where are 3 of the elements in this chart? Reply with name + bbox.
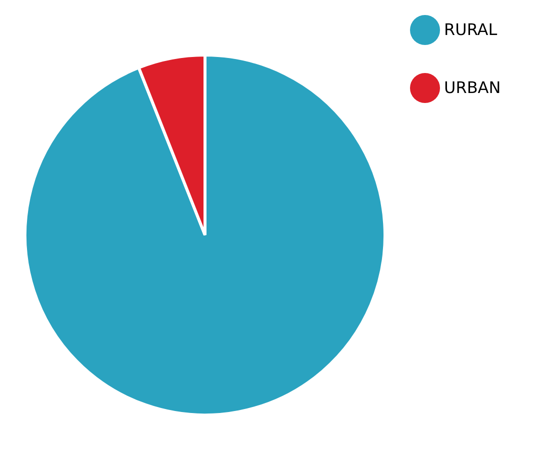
legend-label: URBAN (444, 78, 501, 97)
pie-slice (24, 54, 386, 416)
legend-label: RURAL (444, 20, 498, 39)
